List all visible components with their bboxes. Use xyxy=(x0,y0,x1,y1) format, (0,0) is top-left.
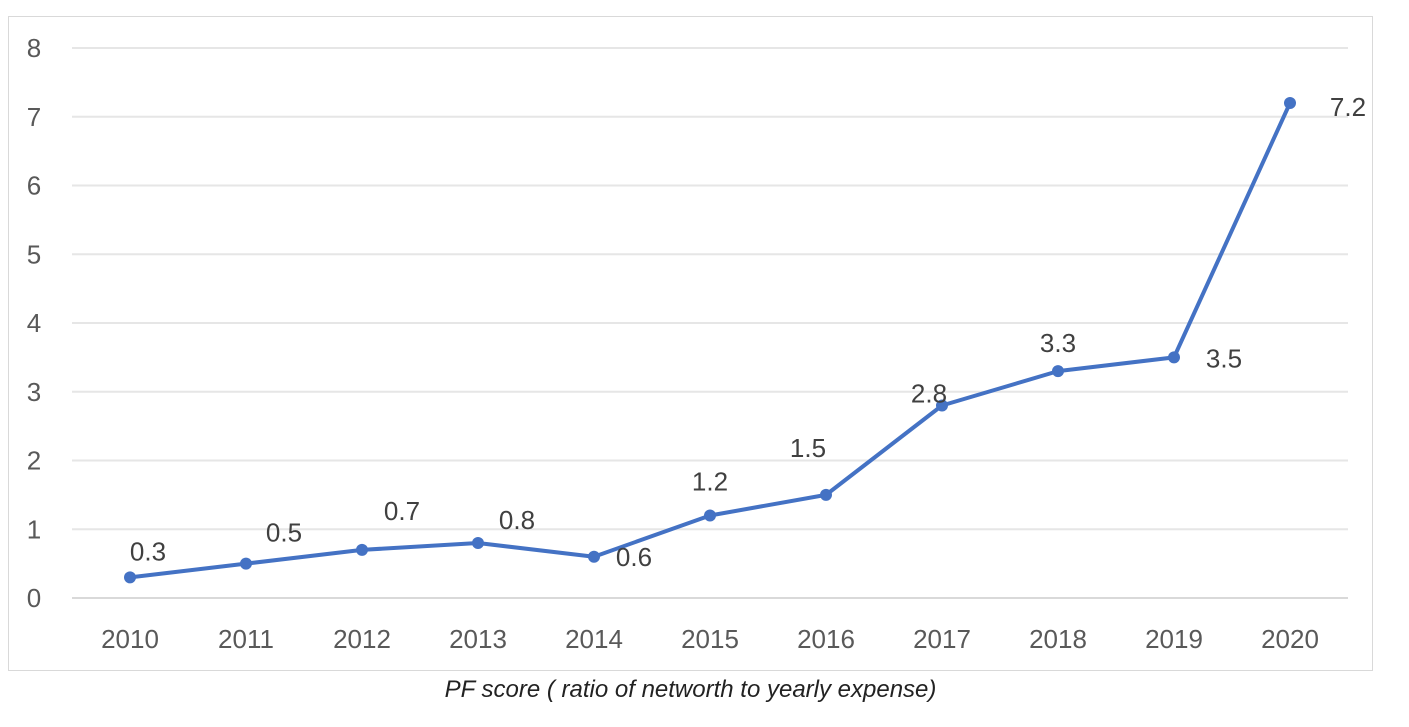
y-tick-label: 0 xyxy=(27,583,41,613)
y-tick-label: 6 xyxy=(27,171,41,201)
data-point-2014 xyxy=(588,550,600,563)
y-tick-label: 3 xyxy=(27,377,41,407)
data-label-2019: 3.5 xyxy=(1206,343,1242,373)
data-point-2015 xyxy=(704,509,716,522)
data-point-2016 xyxy=(820,488,832,501)
x-tick-label: 2014 xyxy=(565,624,623,654)
chart-caption: PF score ( ratio of networth to yearly e… xyxy=(444,676,937,703)
data-label-2010: 0.3 xyxy=(130,536,166,566)
data-point-2018 xyxy=(1052,365,1064,378)
data-point-2010 xyxy=(124,571,136,584)
data-point-2019 xyxy=(1168,351,1180,364)
data-point-2013 xyxy=(472,537,484,549)
x-tick-label: 2015 xyxy=(681,624,739,654)
data-points xyxy=(124,97,1296,584)
x-tick-label: 2010 xyxy=(101,624,159,654)
gridlines xyxy=(72,47,1348,599)
x-tick-label: 2017 xyxy=(913,624,971,654)
data-label-2017: 2.8 xyxy=(911,379,947,409)
y-tick-label: 4 xyxy=(27,308,41,338)
y-tick-label: 1 xyxy=(27,514,41,544)
y-tick-label: 7 xyxy=(27,102,41,132)
x-tick-label: 2016 xyxy=(797,624,855,654)
x-axis-tick-labels: 2010 2011 2012 2013 2014 2015 2016 2017 2018 2019… xyxy=(101,624,1319,654)
y-axis-tick-labels: 0 1 2 3 4 5 6 7 8 xyxy=(27,33,41,613)
data-label-2015: 1.2 xyxy=(692,467,728,497)
data-point-2011 xyxy=(240,557,252,570)
data-label-2011: 0.5 xyxy=(266,518,302,548)
data-point-2012 xyxy=(356,543,368,556)
x-tick-label: 2019 xyxy=(1145,624,1203,654)
data-label-2014: 0.6 xyxy=(616,542,652,572)
data-labels: 0.3 0.5 0.7 0.8 0.6 1.2 1.5 2.8 3.3 3.5 7.2 xyxy=(130,92,1366,572)
data-point-2020 xyxy=(1284,97,1296,109)
y-tick-label: 2 xyxy=(27,446,41,476)
data-label-2013: 0.8 xyxy=(499,505,535,535)
x-tick-label: 2012 xyxy=(333,624,391,654)
data-label-2016: 1.5 xyxy=(790,433,826,463)
chart-frame xyxy=(8,16,1373,671)
series-line-group xyxy=(128,101,1292,580)
y-tick-label: 8 xyxy=(27,33,41,63)
data-label-2020: 7.2 xyxy=(1330,92,1366,122)
data-label-2018: 3.3 xyxy=(1040,328,1076,358)
x-tick-label: 2011 xyxy=(218,624,274,654)
y-tick-label: 5 xyxy=(27,239,41,269)
series-line xyxy=(128,101,1292,580)
x-tick-label: 2020 xyxy=(1261,624,1319,654)
x-tick-label: 2018 xyxy=(1029,624,1087,654)
x-tick-label: 2013 xyxy=(449,624,507,654)
data-point-2017 xyxy=(936,399,948,412)
data-label-2012: 0.7 xyxy=(384,496,420,526)
